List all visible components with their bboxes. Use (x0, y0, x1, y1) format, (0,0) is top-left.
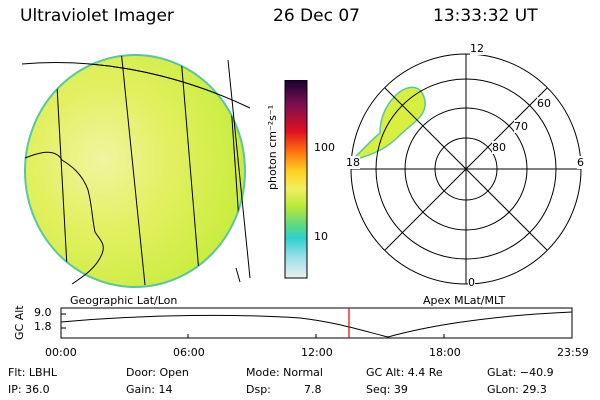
info-door: Door: Open (126, 366, 189, 379)
colorbar (284, 80, 308, 279)
left-projection-label: Geographic Lat/Lon (70, 294, 178, 307)
colorbar-tick-10: 10 (314, 230, 328, 243)
info-mode: Mode: Normal (246, 366, 323, 379)
info-glat: GLat: −40.9 (487, 366, 554, 379)
info-ip: IP: 36.0 (8, 383, 50, 396)
altitude-ylabel: GC Alt (13, 305, 26, 340)
polar-plot (350, 53, 582, 285)
coastline (24, 151, 104, 285)
earth-disk (24, 54, 246, 288)
mlt-label-12: 12 (470, 42, 484, 55)
xtick-2359: 23:59 (557, 346, 589, 359)
right-projection-label: Apex MLat/MLT (423, 294, 506, 307)
altitude-ytick-1-8: 1.8 (34, 320, 52, 333)
info-glon: GLon: 29.3 (487, 383, 547, 396)
altitude-plot-frame (60, 307, 573, 339)
xtick-1800: 18:00 (429, 346, 461, 359)
xtick-0000: 00:00 (45, 346, 77, 359)
instrument-title: Ultraviolet Imager (20, 6, 174, 26)
mlat-label-80: 80 (492, 141, 506, 154)
info-gc-alt: GC Alt: 4.4 Re (366, 366, 443, 379)
info-dsp-label: Dsp: (246, 383, 271, 396)
mlt-label-6: 6 (577, 156, 584, 169)
mlt-label-18: 18 (346, 156, 360, 169)
mlat-label-70: 70 (514, 120, 528, 133)
info-dsp-value: 7.8 (304, 383, 322, 396)
info-seq: Seq: 39 (366, 383, 408, 396)
date-label: 26 Dec 07 (273, 6, 360, 26)
altitude-curve (60, 311, 573, 338)
earth-disk-image (21, 54, 251, 288)
xtick-1200: 12:00 (301, 346, 333, 359)
xtick-0600: 06:00 (173, 346, 205, 359)
mlat-label-60: 60 (537, 97, 551, 110)
colorbar-unit-label: photon cm⁻²s⁻¹ (266, 104, 279, 190)
colorbar-tick-100: 100 (314, 141, 335, 154)
mlt-label-0: 0 (468, 276, 475, 289)
info-filter: Flt: LBHL (8, 366, 57, 379)
altitude-plot (60, 307, 573, 339)
info-gain: Gain: 14 (126, 383, 173, 396)
time-label: 13:33:32 UT (433, 6, 538, 26)
altitude-ytick-9: 9.0 (34, 306, 52, 319)
